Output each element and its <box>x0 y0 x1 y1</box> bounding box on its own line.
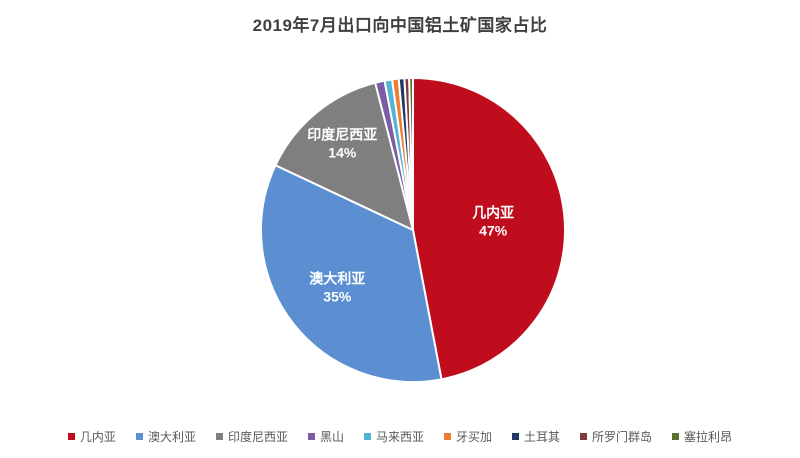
legend-swatch-icon <box>215 433 223 440</box>
legend-item-8[interactable]: 所罗门群岛 <box>580 428 652 445</box>
slice-label-1: 几内亚 47% <box>472 204 514 238</box>
legend-label: 所罗门群岛 <box>592 430 653 444</box>
legend-item-6[interactable]: 牙买加 <box>444 428 492 445</box>
legend-label: 牙买加 <box>456 430 493 444</box>
legend-item-9[interactable]: 塞拉利昂 <box>672 428 732 445</box>
legend-swatch-icon <box>444 433 451 440</box>
legend-item-1[interactable]: 几内亚 <box>67 428 116 445</box>
legend-swatch-icon <box>512 433 520 440</box>
legend-item-5[interactable]: 马来西亚 <box>363 428 424 445</box>
legend-item-3[interactable]: 印度尼西亚 <box>215 428 288 445</box>
pie-slice-2[interactable] <box>260 164 443 383</box>
legend-label: 马来西亚 <box>375 430 424 444</box>
legend-swatch-icon <box>580 433 588 440</box>
legend-label: 几内亚 <box>79 430 116 444</box>
legend-label: 澳大利亚 <box>147 430 196 444</box>
chart-title: 2019年7月出口向中国铝土矿国家占比 <box>252 16 548 35</box>
legend-label: 塞拉利昂 <box>684 430 733 444</box>
slice-label-3: 印度尼西亚 14% <box>307 127 377 161</box>
legend-item-4[interactable]: 黑山 <box>307 428 344 445</box>
legend-item-2[interactable]: 澳大利亚 <box>135 428 196 445</box>
legend-swatch-icon <box>363 433 371 440</box>
slice-label-2: 澳大利亚 35% <box>309 271 365 305</box>
legend-swatch-icon <box>672 433 680 440</box>
pie-slice-9[interactable] <box>408 77 414 231</box>
legend-label: 黑山 <box>319 430 344 444</box>
pie-slice-3[interactable] <box>274 81 414 231</box>
legend-swatch-icon <box>307 433 315 440</box>
pie-slice-1[interactable] <box>412 77 566 381</box>
legend-item-7[interactable]: 土耳其 <box>512 428 560 445</box>
legend-label: 印度尼西亚 <box>227 430 288 444</box>
legend-label: 土耳其 <box>524 430 561 444</box>
chart-legend: 几内亚 澳大利亚 印度尼西亚 黑山 马来西亚 牙买加 土耳其 所罗门群岛 塞拉利昂 <box>0 428 800 445</box>
legend-swatch-icon <box>67 433 75 440</box>
legend-swatch-icon <box>135 433 143 440</box>
